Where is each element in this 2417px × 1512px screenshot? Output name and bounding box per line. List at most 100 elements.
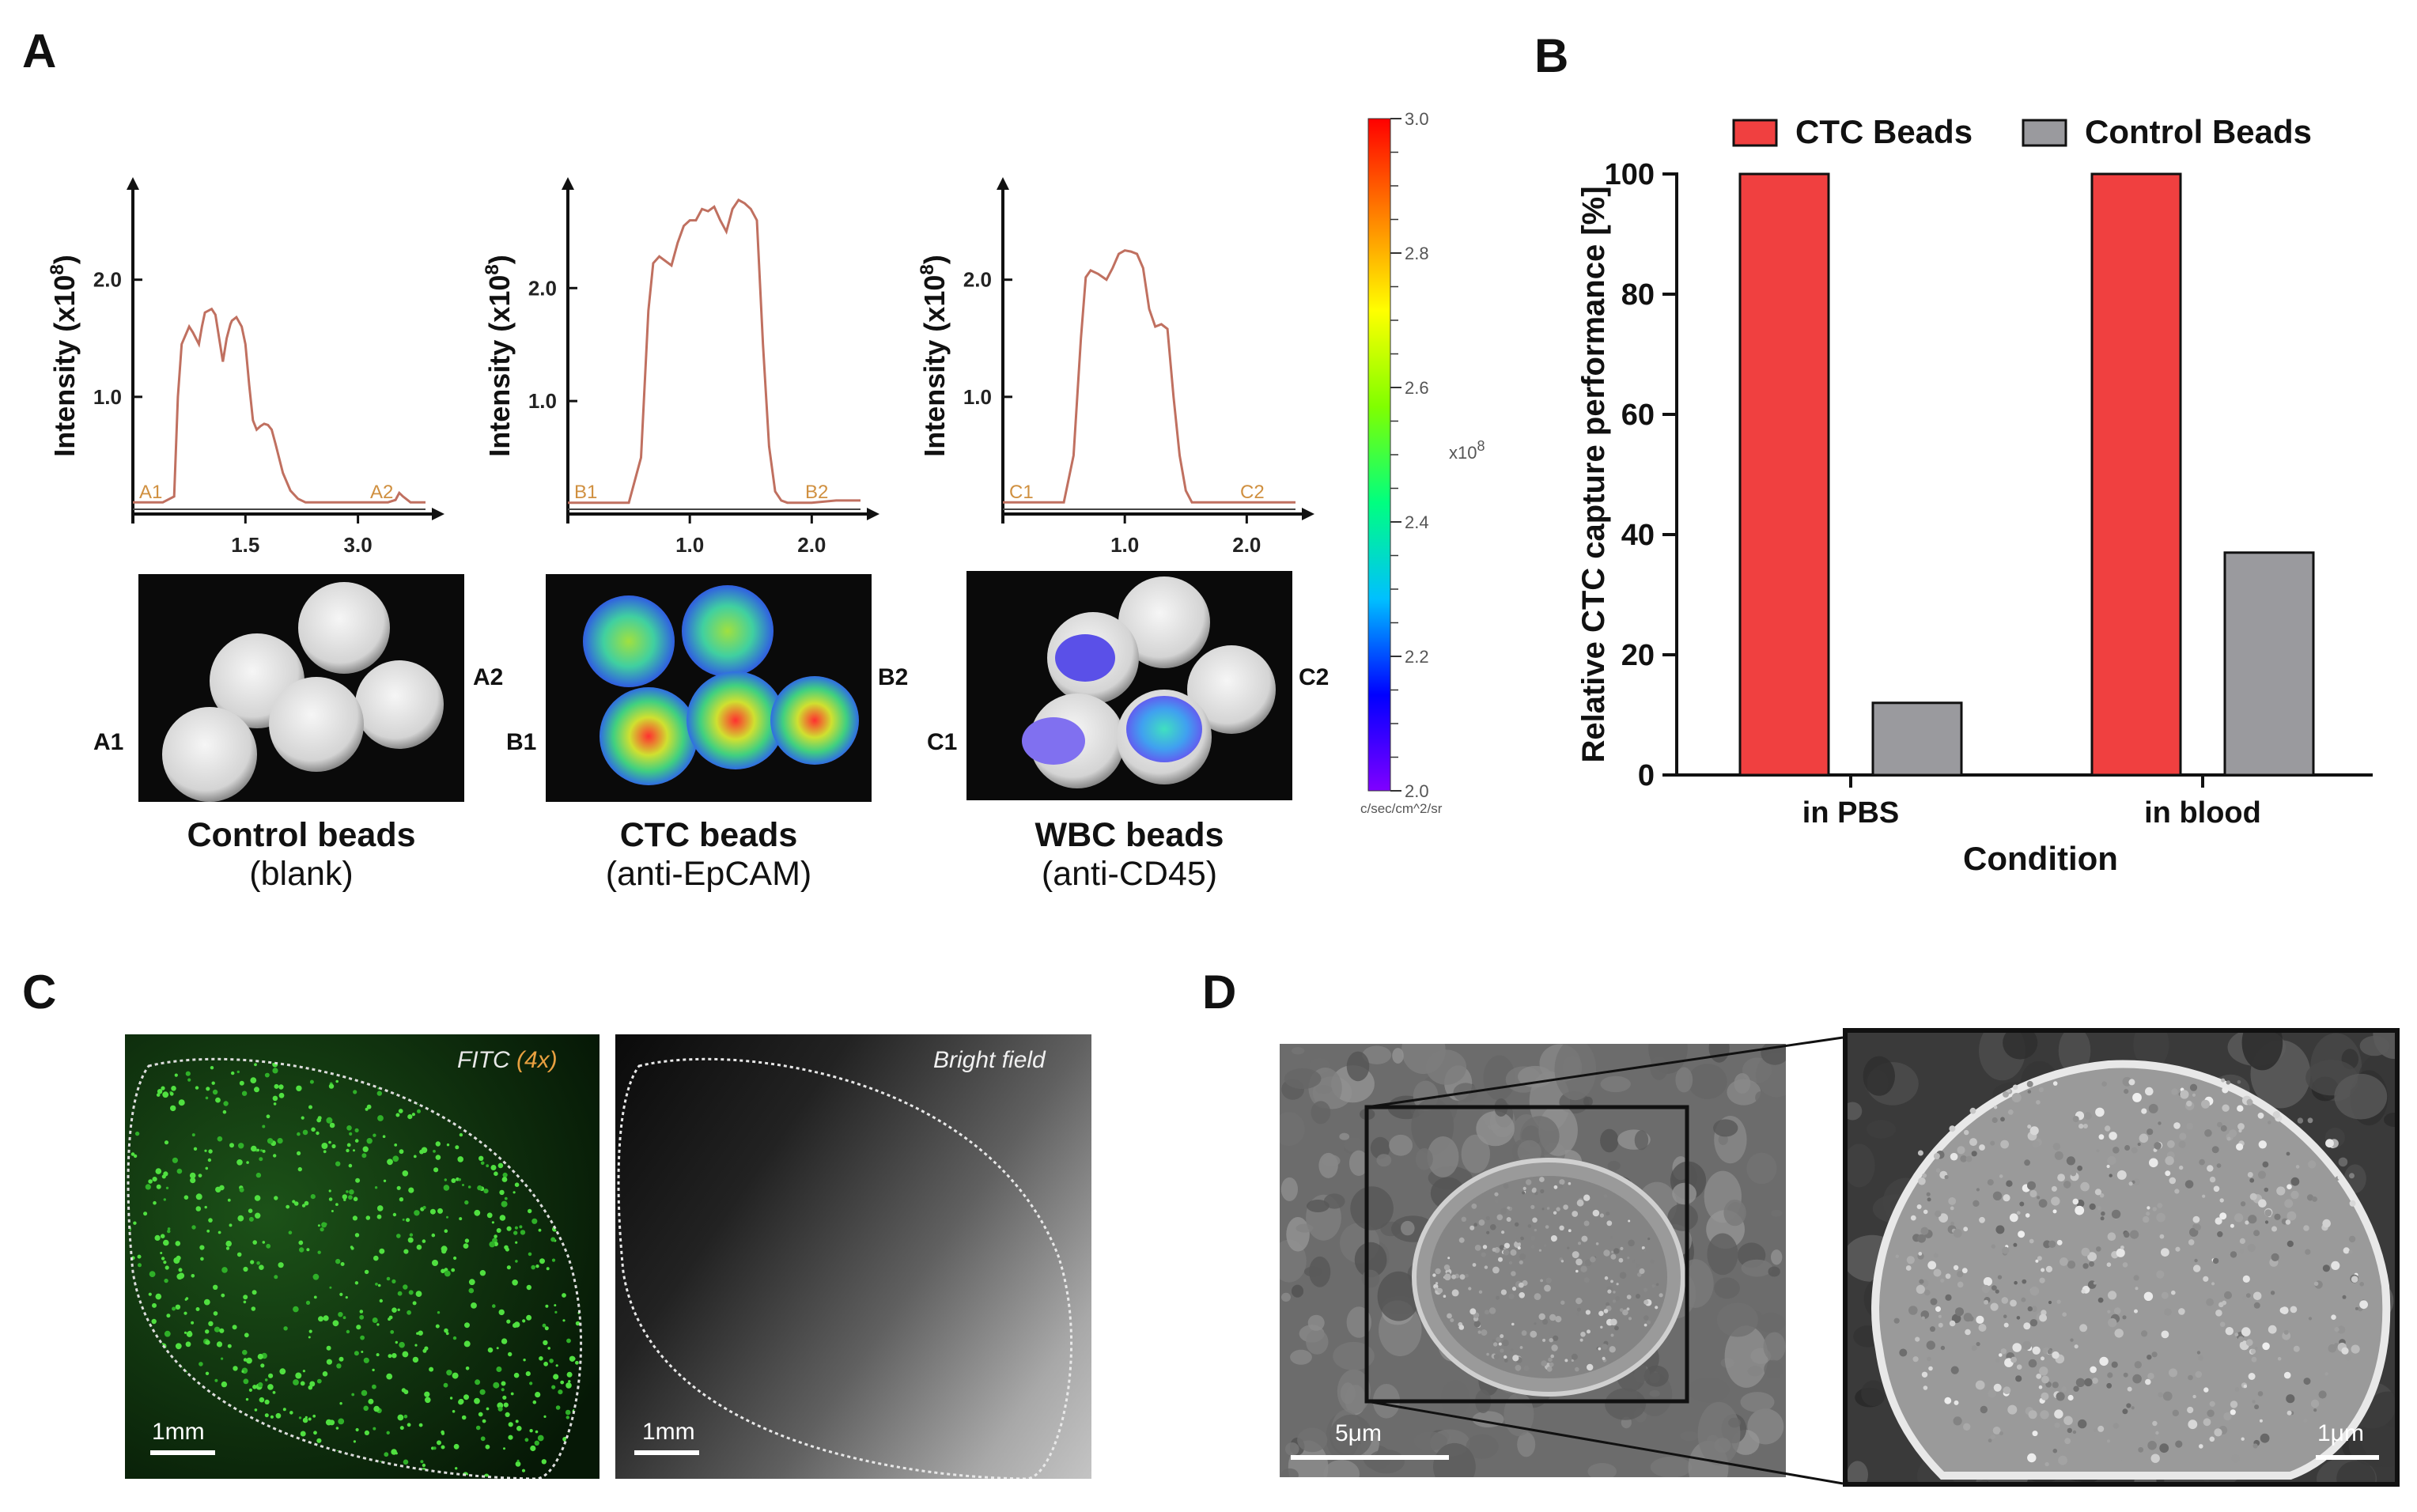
fitc-cell-dot [293, 1201, 299, 1206]
sem-zoom-cell-texture [2341, 1347, 2349, 1355]
fitc-cell-dot [248, 1388, 252, 1392]
sem-zoom-substrate-grain [1863, 1056, 1895, 1096]
fitc-cell-dot [480, 1436, 486, 1442]
fitc-cell-dot [513, 1191, 516, 1194]
sem-zoom-scale-bar [2316, 1455, 2379, 1460]
sem-zoom-cell-texture [2126, 1403, 2131, 1408]
sem-zoom-cell-texture [2064, 1438, 2071, 1445]
sem-cell-surface-texture [1610, 1253, 1617, 1260]
sem-cell-surface-texture [1493, 1342, 1498, 1347]
sem-zoom-cell-texture [2345, 1354, 2352, 1361]
fitc-cell-dot [390, 1330, 395, 1334]
fitc-cell-dot [387, 1159, 393, 1166]
sem-zoom-cell-texture [2159, 1443, 2169, 1453]
sem-cell-surface-texture [1643, 1249, 1647, 1252]
sem-zoom-cell-texture [2067, 1261, 2076, 1269]
sem-zoom-substrate-grain [2336, 1461, 2376, 1482]
sem-zoom-cell-texture [2337, 1174, 2343, 1181]
fitc-cell-dot [316, 1378, 322, 1384]
fitc-cell-dot [479, 1270, 486, 1276]
sem-substrate-grain [1771, 1249, 1783, 1265]
fitc-cell-dot [399, 1341, 405, 1348]
fitc-cell-dot [421, 1147, 428, 1154]
sem-cell-surface-texture [1511, 1322, 1515, 1326]
fitc-cell-dot [376, 1353, 380, 1357]
fitc-cell-dot [205, 1166, 209, 1170]
sem-zoom-substrate-grain [2133, 1033, 2169, 1069]
sem-substrate-grain [1306, 1329, 1329, 1355]
sem-zoom-cell-texture [2237, 1105, 2244, 1112]
sem-substrate-grain [1724, 1325, 1768, 1388]
sem-substrate-grain [1307, 1200, 1330, 1212]
sem-cell-surface-texture [1508, 1261, 1513, 1265]
fitc-cell-dot [407, 1423, 411, 1427]
sem-zoom-cell-texture [2214, 1428, 2222, 1437]
fitc-cell-dot [193, 1147, 198, 1151]
panel-letter-c: C [22, 966, 57, 1019]
sem-zoom-cell-texture [2016, 1364, 2022, 1370]
fitc-cell-dot [373, 1133, 376, 1137]
sem-zoom-cell-texture [2245, 1293, 2251, 1298]
sem-cell-surface-texture [1587, 1363, 1594, 1371]
fitc-cell-dot [508, 1351, 513, 1357]
fitc-cell-dot [391, 1307, 397, 1313]
fitc-cell-dot [316, 1438, 322, 1443]
sem-zoom-cell-texture [2147, 1441, 2157, 1450]
fitc-cell-dot [531, 1218, 538, 1224]
sem-zoom-cell-texture [2187, 1406, 2194, 1414]
fitc-cell-dot [453, 1256, 457, 1261]
sem-zoom-cell-texture [2045, 1265, 2052, 1272]
sem-zoom-cell-texture [2093, 1281, 2097, 1285]
sem-zoom-cell-texture [2274, 1213, 2281, 1220]
sem-zoom-cell-texture [1918, 1252, 1923, 1256]
sem-cell-surface-texture [1492, 1266, 1500, 1274]
fitc-cell-dot [547, 1347, 550, 1350]
sem-zoom-cell-texture [2216, 1163, 2222, 1168]
fitc-cell-dot [353, 1440, 356, 1443]
sem-zoom-cell-texture [2051, 1196, 2060, 1206]
sem-zoom-cell-texture [2188, 1419, 2198, 1430]
fitc-cell-dot [530, 1445, 536, 1452]
fitc-cell-dot [266, 1114, 270, 1119]
fitc-cell-dot [199, 1245, 205, 1250]
fitc-cell-dot [487, 1347, 494, 1353]
fitc-cell-dot [251, 1306, 256, 1311]
sem-cell-surface-texture [1519, 1346, 1523, 1349]
sem-cell-surface-texture [1606, 1211, 1610, 1216]
sem-zoom-cell-texture [1935, 1306, 1941, 1312]
caption-control: Control beads (blank) [96, 816, 507, 894]
sem-substrate-grain [1303, 1266, 1322, 1277]
fitc-cell-dot [187, 1078, 191, 1082]
sem-substrate-grain [1680, 1431, 1699, 1442]
sem-cell-surface-texture [1655, 1306, 1659, 1310]
sem-zoom-substrate-grain [2384, 1113, 2395, 1127]
sem-substrate-grain [1377, 1271, 1420, 1321]
fitc-cell-dot [395, 1340, 398, 1344]
sem-cell-surface-texture [1643, 1287, 1648, 1292]
sem-zoom-cell-texture [2158, 1121, 2162, 1125]
sem-zoom-cell-texture [2239, 1238, 2245, 1244]
sem-zoom-cell-texture [2351, 1344, 2360, 1354]
sem-zoom-cell-texture [1971, 1151, 1977, 1157]
fitc-cell-dot [403, 1249, 409, 1254]
sem-cell-surface-texture [1512, 1355, 1519, 1362]
sem-zoom-cell-texture [2041, 1392, 2049, 1400]
fitc-cell-dot [148, 1292, 152, 1296]
fitc-cell-dot [372, 1384, 376, 1389]
fitc-cell-dot [256, 1148, 259, 1152]
sem-substrate-grain [1688, 1064, 1727, 1099]
sem-zoom-cell-texture [2297, 1117, 2304, 1124]
sem-zoom-cell-texture [2222, 1087, 2229, 1094]
sem-zoom-cell-texture [2245, 1220, 2249, 1225]
sem-zoom-cell-texture [2089, 1261, 2094, 1267]
sem-cell-surface-texture [1500, 1348, 1504, 1353]
fitc-cell-dot [480, 1161, 485, 1166]
sem-zoom-cell-texture [1922, 1173, 1927, 1178]
sem-cell-surface-texture [1472, 1263, 1477, 1267]
sem-zoom-cell-texture [1921, 1316, 1925, 1320]
fitc-cell-dot [204, 1205, 207, 1209]
panel-letter-d: D [1202, 966, 1237, 1019]
fitc-cell-dot [208, 1321, 214, 1326]
sem-zoom-cell-texture [2133, 1275, 2139, 1281]
sem-zoom-cell-texture [2268, 1121, 2271, 1125]
